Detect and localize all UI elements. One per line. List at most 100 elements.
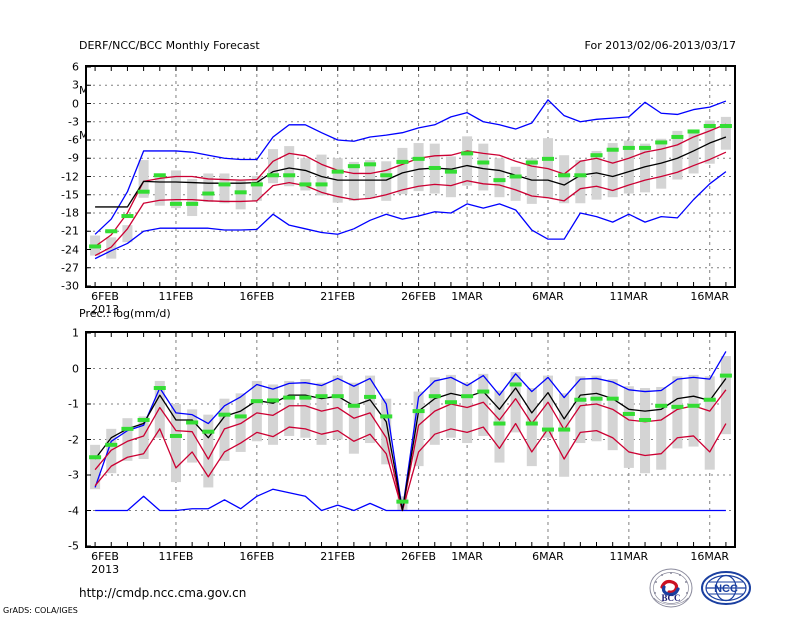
observed-marks-layer <box>89 124 732 249</box>
ensemble-spread-bar <box>365 375 376 444</box>
x-axis-tick-label: 16MAR <box>690 290 730 303</box>
observed-value-mark <box>719 124 732 129</box>
observed-value-mark <box>412 409 425 414</box>
ensemble-spread-bar <box>591 375 602 442</box>
y-axis-tick-label: -3 <box>68 468 79 482</box>
series-layer <box>94 351 727 512</box>
observed-value-mark <box>541 427 555 432</box>
y-axis-tick-label: -2 <box>68 433 79 446</box>
temperature-plot-canvas <box>87 66 734 287</box>
forecast-title: DERF/NCC/BCC Monthly Forecast <box>79 39 260 52</box>
observed-marks-layer <box>89 373 732 504</box>
x-axis-tick-label: 6FEB <box>91 290 119 303</box>
website-url[interactable]: http://cmdp.ncc.cma.gov.cn <box>79 586 247 600</box>
observed-value-mark <box>137 417 150 422</box>
ensemble-spread-bar <box>170 170 181 209</box>
spread-bars-layer <box>90 356 731 511</box>
ensemble-spread-bar <box>203 173 214 203</box>
ensemble-spread-bar <box>526 158 537 204</box>
observed-value-mark <box>186 201 199 206</box>
ensemble-spread-bar <box>300 158 311 191</box>
x-axis-tick-label: 11FEB <box>158 290 194 303</box>
ensemble-spread-bar <box>462 382 473 444</box>
x-axis-tick-label: 6MAR <box>532 550 564 563</box>
series-line-mean <box>94 378 727 512</box>
observed-value-mark <box>444 400 457 405</box>
ensemble-spread-bar <box>494 390 505 463</box>
ensemble-spread-bar <box>478 143 489 191</box>
observed-value-mark <box>558 173 571 178</box>
observed-value-mark <box>266 398 280 403</box>
observed-value-mark <box>364 394 377 399</box>
ensemble-spread-bar <box>413 143 424 192</box>
y-axis-tick-label: -15 <box>61 188 79 202</box>
observed-value-mark <box>315 394 328 399</box>
observed-value-mark <box>121 214 134 219</box>
ensemble-spread-bar <box>445 374 456 438</box>
ensemble-spread-bar <box>251 175 262 201</box>
x-axis-year-label: 2013 <box>91 303 120 316</box>
observed-value-mark <box>380 173 393 178</box>
observed-value-mark <box>299 182 312 187</box>
observed-value-mark <box>283 395 296 400</box>
observed-value-mark <box>121 426 134 431</box>
ensemble-spread-bar <box>187 178 198 217</box>
observed-value-mark <box>380 414 393 419</box>
bcc-logo-icon: BCC <box>649 568 693 608</box>
y-axis-tick-label: -18 <box>61 206 79 220</box>
ensemble-spread-bar <box>122 418 133 461</box>
x-axis-tick-label: 6MAR <box>532 290 564 303</box>
observed-value-mark <box>331 169 344 174</box>
ensemble-spread-bar <box>365 160 376 199</box>
grid-layer <box>87 67 734 286</box>
ensemble-spread-bar <box>90 444 101 490</box>
series-line-max <box>94 351 727 512</box>
observed-value-mark <box>396 159 409 164</box>
ensemble-spread-bar <box>478 373 489 436</box>
observed-value-mark <box>509 382 522 387</box>
observed-value-mark <box>477 160 490 165</box>
observed-value-mark <box>105 229 118 234</box>
ensemble-spread-bar <box>720 356 731 435</box>
x-axis-tick-label: 16FEB <box>239 290 275 303</box>
ensemble-spread-bar <box>170 404 181 483</box>
observed-value-mark <box>622 145 635 150</box>
observed-value-mark <box>590 396 603 401</box>
observed-value-mark <box>719 373 732 378</box>
y-axis-tick-label: -24 <box>61 243 79 256</box>
observed-value-mark <box>461 394 474 399</box>
observed-value-mark <box>364 162 377 167</box>
observed-value-mark <box>639 145 652 150</box>
observed-value-mark <box>396 499 409 504</box>
observed-value-mark <box>218 182 231 187</box>
series-layer <box>94 99 727 260</box>
observed-value-mark <box>153 386 166 391</box>
ensemble-spread-bar <box>462 136 473 186</box>
y-axis-tick-label: 1 <box>72 326 79 340</box>
ensemble-spread-bar <box>607 379 618 451</box>
x-axis-tick-label: 1MAR <box>451 290 483 303</box>
ensemble-spread-bar <box>704 120 715 164</box>
series-line-upper_quartile <box>94 123 727 247</box>
ensemble-spread-bar <box>656 386 667 470</box>
observed-value-mark <box>105 442 118 447</box>
observed-value-mark <box>250 399 263 404</box>
x-axis-tick-label: 16FEB <box>239 550 275 563</box>
ensemble-spread-bar <box>138 416 149 460</box>
y-axis-tick-label: 6 <box>72 60 79 74</box>
ensemble-spread-bar <box>672 130 683 180</box>
bcc-logo-label: BCC <box>661 593 680 603</box>
series-line-upper_quartile <box>94 389 727 512</box>
observed-value-mark <box>671 134 684 139</box>
ensemble-spread-bar <box>559 155 570 204</box>
x-axis-tick-label: 11FEB <box>158 550 194 563</box>
ensemble-spread-bar <box>413 391 424 467</box>
observed-value-mark <box>525 160 538 165</box>
observed-value-mark <box>234 414 247 419</box>
observed-value-mark <box>234 190 247 195</box>
observed-value-mark <box>428 394 441 399</box>
ensemble-spread-bar <box>235 393 246 452</box>
ensemble-spread-bar <box>623 386 634 468</box>
ensemble-spread-bar <box>154 380 165 438</box>
observed-value-mark <box>461 151 474 156</box>
